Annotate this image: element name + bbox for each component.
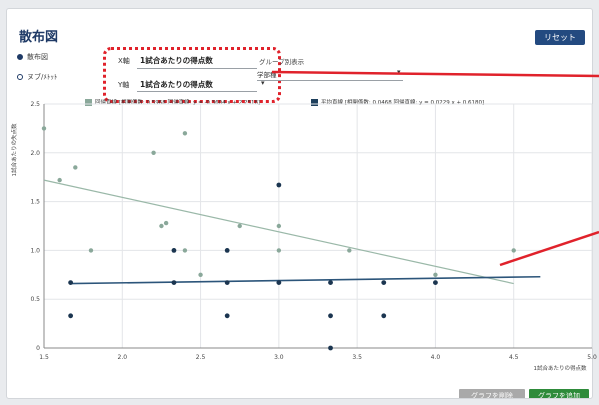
data-point: [57, 177, 62, 183]
legend-swatch: [311, 98, 318, 106]
data-point: [163, 220, 169, 226]
x-axis-select[interactable]: 1試合あたりの得点数: [140, 56, 213, 65]
data-point: [433, 280, 438, 286]
data-point: [151, 150, 156, 155]
legend-item-average: 平均直線 [相関係数: 0.0468 回帰直線: y = 0.0229 x + …: [311, 98, 484, 106]
x-axis-label: X軸: [118, 57, 130, 65]
legend-item-regression: 回帰直線 [相関係数: 0.5968 回帰直線: y = -0.3604 x +…: [85, 98, 260, 106]
y-tick-label: 0.5: [30, 296, 40, 303]
group-select-underline: [257, 80, 403, 81]
legend-label: 回帰直線 [相関係数: 0.5968 回帰直線: y = -0.3604 x +…: [95, 100, 261, 106]
x-tick-label: 4.0: [431, 354, 441, 361]
data-point: [347, 248, 352, 253]
group-select[interactable]: 学部種: [257, 71, 277, 79]
callout-line: [271, 70, 599, 78]
y-tick-label: 1.0: [30, 247, 40, 254]
radio-unselected-icon: [17, 74, 23, 80]
data-point: [182, 131, 188, 136]
data-point: [182, 248, 188, 253]
y-axis-select[interactable]: 1試合あたりの得点数: [140, 80, 213, 89]
trend-line: [70, 275, 541, 285]
data-point: [237, 223, 242, 229]
mode-option-scatter[interactable]: 散布図: [17, 52, 48, 62]
data-point: [328, 280, 333, 286]
mode-label: 散布図: [27, 53, 48, 61]
data-point: [328, 345, 333, 351]
mode-option-other[interactable]: ヌブ/ﾒﾄｯﾄ: [17, 72, 57, 82]
data-point: [171, 248, 177, 253]
data-point: [68, 280, 74, 286]
data-point: [224, 313, 230, 319]
trend-line: [43, 179, 514, 285]
data-point: [381, 280, 387, 286]
data-point: [381, 313, 387, 319]
y-tick-label: 2.0: [30, 150, 40, 157]
chevron-down-icon[interactable]: ▾: [397, 68, 401, 76]
panel-title: 散布図: [19, 30, 59, 45]
y-axis-title: 1試合あたりの失点数: [10, 123, 18, 176]
callout-line: [499, 230, 599, 267]
y-tick-label: 2.5: [30, 101, 40, 108]
x-tick-label: 1.5: [39, 354, 49, 361]
radio-selected-icon: [17, 54, 23, 60]
legend-swatch: [85, 98, 92, 106]
data-point: [328, 313, 333, 319]
y-tick-label: 1.5: [30, 199, 40, 206]
x-axis-title: 1試合あたりの得点数: [534, 364, 587, 372]
y-axis-select-underline: [137, 91, 257, 92]
data-point: [159, 223, 164, 229]
y-axis-label: Y軸: [118, 81, 130, 89]
add-graph-button[interactable]: グラフを追加: [529, 389, 589, 398]
mode-label: ヌブ/ﾒﾄｯﾄ: [27, 73, 58, 81]
data-point: [88, 248, 94, 253]
data-point: [224, 280, 230, 286]
data-point: [276, 248, 282, 253]
data-point: [41, 126, 47, 131]
x-tick-label: 2.0: [118, 354, 128, 361]
data-point: [224, 248, 230, 253]
legend-label: 平均直線 [相関係数: 0.0468 回帰直線: y = 0.0229 x + …: [321, 100, 485, 106]
delete-graph-button[interactable]: グラフを削除: [459, 389, 525, 398]
x-tick-label: 3.5: [352, 354, 362, 361]
reset-button[interactable]: リセット: [535, 30, 585, 45]
data-point: [433, 272, 438, 277]
chevron-down-icon[interactable]: ▾: [261, 79, 265, 87]
data-point: [68, 313, 74, 319]
x-tick-label: 4.5: [509, 354, 519, 361]
x-tick-label: 2.5: [196, 354, 206, 361]
group-display-label: グループ別表示: [259, 58, 305, 66]
x-tick-label: 3.0: [274, 354, 284, 361]
x-axis-select-underline: [137, 68, 257, 69]
data-point: [276, 280, 282, 286]
y-tick-label: 0: [36, 345, 40, 352]
data-point: [511, 248, 516, 253]
data-point: [198, 272, 203, 277]
x-tick-label: 5.0: [587, 354, 597, 361]
data-point: [73, 165, 78, 170]
data-point: [276, 182, 282, 188]
data-point: [171, 280, 177, 286]
data-point: [276, 223, 282, 229]
callout-highlight-box: [103, 47, 281, 103]
